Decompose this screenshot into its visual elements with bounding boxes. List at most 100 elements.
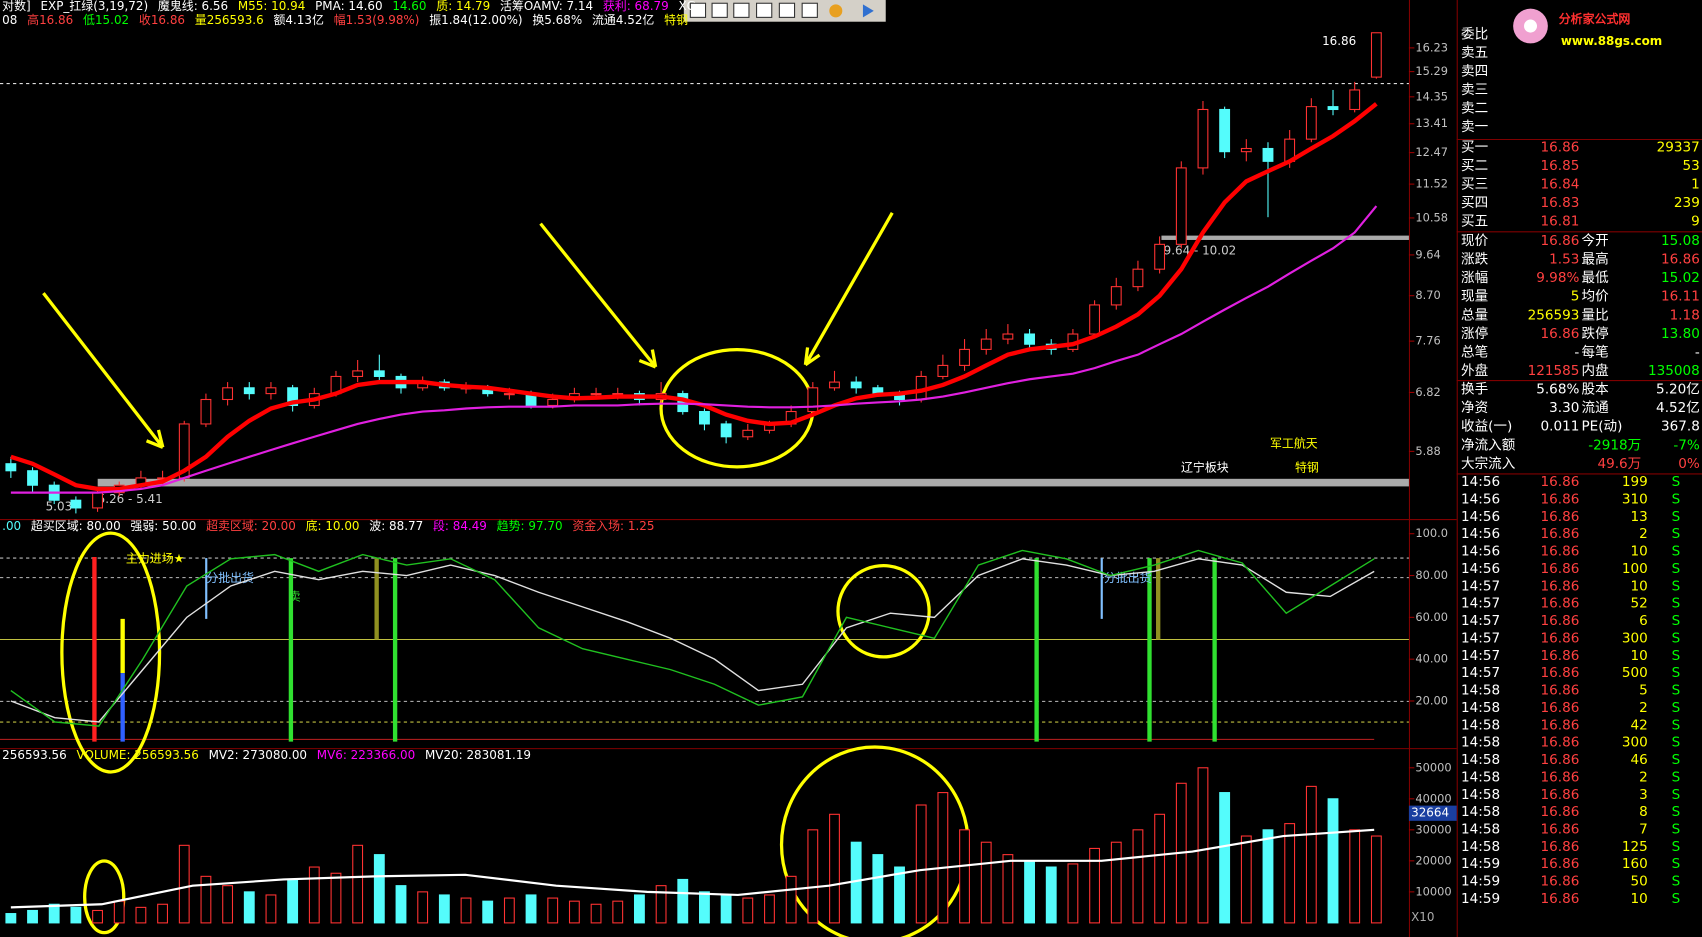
tool-button[interactable] [756,2,773,18]
y-tick-label: 15.29 [1415,64,1448,78]
stat-value: 16.11 [1661,289,1700,305]
candle-body [352,370,364,377]
logo-url: www.88gs.com [1561,34,1662,48]
volume-bar [178,844,190,924]
trade-side: S [1672,474,1681,490]
legend-item: .00 [2,519,21,533]
volume-bar [1197,767,1209,924]
y-tick-label: 6.82 [1415,385,1440,399]
trade-time: 14:58 [1461,787,1500,803]
stat-label: 跌停 [1582,325,1609,342]
quote-label: 卖四 [1461,64,1488,80]
trade-price: 16.86 [1541,630,1580,646]
volume-bar [352,844,364,924]
trade-side: S [1672,804,1681,820]
logo-icon [1523,19,1538,33]
volume-bar [503,897,515,924]
volume-bar [70,906,82,924]
y-tick-label: 20.00 [1415,693,1448,707]
candle-body [1305,106,1317,140]
legend-item: 超买区域: 80.00 [31,518,121,533]
legend-item: MV6: 223366.00 [317,748,415,762]
legend-item: M55: 10.94 [238,0,305,13]
volume-bar [308,866,320,924]
quote-label: 卖一 [1461,119,1489,135]
trade-side: S [1672,630,1681,646]
trade-time: 14:57 [1461,648,1500,664]
band-line [97,478,1409,487]
stat-value: 256593 [1528,307,1580,323]
tool-button[interactable] [778,2,796,18]
stat-value: 0.011 [1541,419,1580,435]
volume-bar [287,878,299,924]
quote-price: 16.84 [1541,177,1580,193]
stat-value: - [1574,344,1579,360]
volume-bar [699,891,710,924]
y-tick-label: 40.00 [1415,652,1448,666]
trade-time: 14:58 [1461,839,1500,855]
volume-bar [1132,829,1144,924]
trade-time: 14:58 [1461,683,1500,699]
volume-bar [48,903,60,924]
stat-label: 涨跌 [1461,252,1489,268]
candle-body [1240,147,1252,153]
trade-price: 16.86 [1541,839,1580,855]
trade-volume: 300 [1622,630,1648,646]
volume-bar [568,900,580,924]
legend-item: 获利: 68.79 [603,0,669,13]
legend-item: 换5.68% [532,13,582,27]
quote-volume: 53 [1683,158,1700,174]
tool-button[interactable] [689,2,707,18]
tool-button[interactable] [801,2,818,18]
legend-item: PMA: 14.60 [315,0,382,13]
volume-bar [785,875,797,924]
candle-body [243,387,255,395]
stat-value: 1.53 [1549,252,1579,268]
candle-body [1349,89,1361,111]
y-tick-label: 8.70 [1415,288,1440,302]
legend-item: 波: 88.77 [369,519,423,533]
tool-button[interactable] [862,4,874,18]
stat-label: 净流入额 [1461,437,1516,453]
tool-button[interactable] [711,2,728,18]
volume-bar [1067,863,1079,924]
trade-volume: 310 [1622,491,1648,507]
trade-volume: 125 [1622,839,1648,855]
quote-volume: 1 [1691,177,1700,193]
candle-body [590,393,602,396]
volume-bar [330,872,342,924]
volume-bar [135,906,147,924]
trade-price: 16.86 [1541,509,1580,525]
trade-side: S [1672,891,1681,907]
trade-volume: 10 [1630,648,1647,664]
logo-name: 分析家公式网 [1559,11,1631,26]
candle-body [850,381,862,389]
legend-item: 对数] [2,0,31,13]
sector-label: 辽宁板块 [1181,459,1229,474]
candle-body [1110,286,1122,306]
trade-time: 14:58 [1461,752,1500,768]
candle-body [1154,243,1166,270]
trade-side: S [1672,509,1681,525]
quote-volume: 29337 [1657,140,1700,156]
tool-button[interactable] [733,2,750,18]
candle-body [980,338,992,350]
legend-item: 低15.02 [83,13,129,27]
legend-item: 14.60 [392,0,426,13]
trade-price: 16.86 [1541,769,1580,785]
trade-price: 16.86 [1541,544,1580,560]
candle-body [1175,167,1187,245]
y-tick-label: 20000 [1415,853,1451,867]
trade-side: S [1672,596,1681,612]
trade-price: 16.86 [1541,787,1580,803]
volume-bar [677,878,689,924]
legend-item: 幅1.53(9.98%) [334,12,420,27]
y-tick-label: 100.0 [1415,526,1448,540]
candle-body [547,398,559,407]
stat-value: -2918万 [1588,437,1641,453]
tool-button[interactable] [829,4,843,18]
y-tick-label: 80.00 [1415,568,1448,582]
trade-time: 14:57 [1461,613,1500,629]
